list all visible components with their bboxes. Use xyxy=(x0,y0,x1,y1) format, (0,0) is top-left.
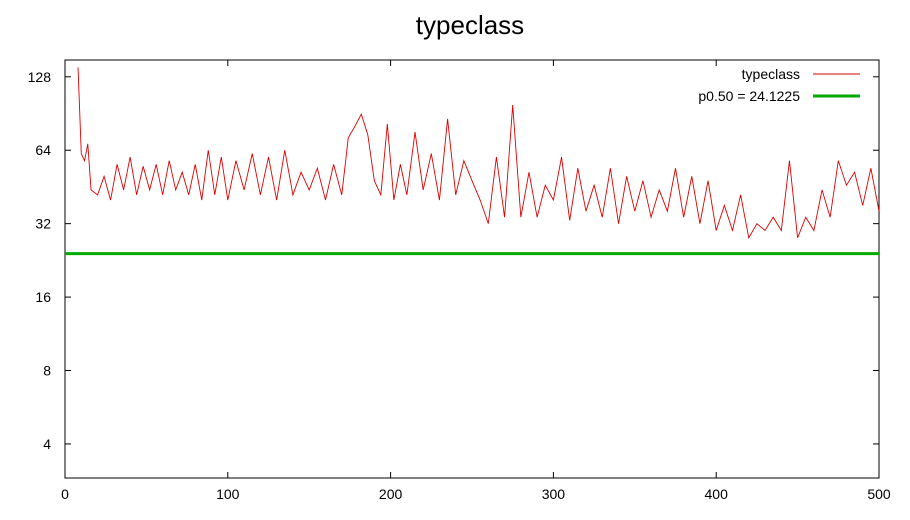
plot-frame xyxy=(64,59,880,479)
x-tick-label: 500 xyxy=(867,486,891,502)
x-tick-label: 300 xyxy=(542,486,566,502)
y-tick-label: 8 xyxy=(43,363,51,379)
x-tick-label: 100 xyxy=(216,486,240,502)
legend: typeclass p0.50 = 24.1225 xyxy=(698,66,860,104)
x-tick-label: 400 xyxy=(705,486,729,502)
series-lines xyxy=(65,67,880,256)
y-tick-label: 128 xyxy=(28,69,52,85)
x-tick-label: 200 xyxy=(379,486,403,502)
y-tick-label: 64 xyxy=(35,142,51,158)
y-tick-label: 16 xyxy=(35,289,51,305)
axes: 0 100 200 300 400 500 4 8 16 32 64 128 xyxy=(28,60,891,502)
series-line-typeclass xyxy=(77,67,880,240)
y-tick-label: 4 xyxy=(43,436,51,452)
legend-label: p0.50 = 24.1225 xyxy=(698,88,800,104)
legend-label: typeclass xyxy=(742,66,800,82)
chart-title: typeclass xyxy=(416,10,524,40)
y-tick-label: 32 xyxy=(35,216,51,232)
x-tick-label: 0 xyxy=(61,486,69,502)
